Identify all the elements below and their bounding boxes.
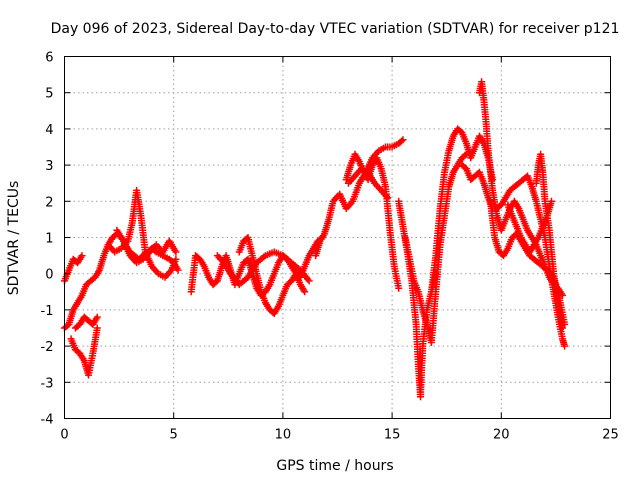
series-markers (342, 150, 403, 292)
x-tick-label: 15 (384, 428, 401, 443)
series-6 (113, 226, 180, 267)
series-markers (401, 150, 470, 346)
y-tick-label: -2 (41, 340, 54, 355)
series-markers (235, 234, 309, 317)
x-tick-label: 25 (602, 428, 619, 443)
series-markers (71, 313, 101, 332)
series-14 (401, 150, 470, 346)
x-tick-label: 20 (493, 428, 510, 443)
series-4 (71, 313, 101, 332)
y-tick-label: -4 (41, 413, 54, 428)
series-11 (342, 150, 403, 292)
series-20 (532, 150, 566, 332)
grid-lines (64, 56, 611, 419)
y-axis-label: SDTVAR / TECUs (6, 181, 22, 296)
y-tick-label: -3 (41, 376, 54, 391)
series-markers (427, 125, 497, 296)
x-tick-label: 0 (60, 428, 68, 443)
series-markers (67, 324, 101, 379)
y-tick-label: 6 (45, 51, 53, 66)
series-12 (344, 165, 392, 202)
series-10 (312, 136, 407, 260)
series-3 (67, 324, 101, 379)
series-markers (312, 136, 407, 260)
series-markers (344, 165, 392, 202)
chart-title: Day 096 of 2023, Sidereal Day-to-day VTE… (51, 21, 620, 37)
axis-ticks: 0 5 10 15 20 25 -4 -3 -2 -1 0 1 2 3 4 5 6 (41, 51, 619, 443)
series-markers (113, 226, 180, 267)
y-tick-label: 1 (45, 232, 53, 247)
series-15 (427, 125, 497, 296)
x-tick-label: 10 (275, 428, 292, 443)
series-markers (532, 150, 566, 332)
y-tick-label: 5 (45, 87, 53, 102)
y-tick-label: 2 (45, 195, 53, 210)
y-tick-label: 4 (45, 123, 53, 138)
y-tick-label: 0 (45, 268, 53, 283)
x-axis-label: GPS time / hours (276, 458, 393, 474)
y-tick-label: -1 (41, 304, 54, 319)
series-9 (235, 234, 309, 317)
data-series (61, 78, 569, 401)
y-tick-label: 3 (45, 159, 53, 174)
x-tick-label: 5 (170, 428, 178, 443)
